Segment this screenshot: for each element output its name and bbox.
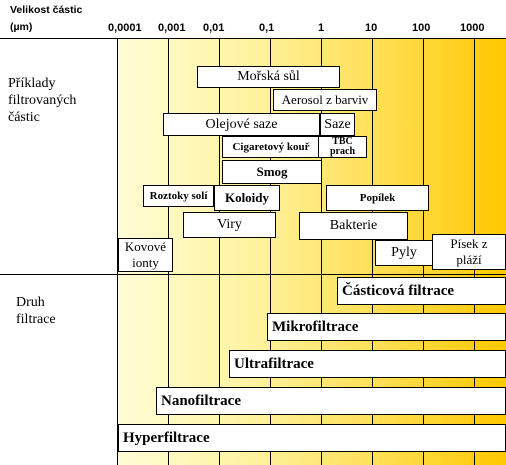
particle-bakterie: Bakterie (299, 212, 408, 240)
filtration-nano: Nanofiltrace (156, 387, 506, 415)
tick-label: 10 (365, 22, 378, 34)
gridline-1 (321, 38, 322, 465)
particle-aerosol: Aerosol z barviv (273, 89, 377, 111)
particle-popilek: Popílek (326, 185, 429, 211)
axis-unit: (µm) (10, 21, 33, 33)
header-separator (0, 38, 506, 39)
particles-section-label: Příklady filtrovaných částic (8, 76, 77, 125)
gridline-10 (372, 38, 373, 465)
gridline-0-1 (270, 38, 271, 465)
particle-pyly: Pyly (375, 240, 433, 266)
particle-saze: Saze (320, 113, 355, 136)
axis-title: Velikost částic (10, 4, 83, 16)
particle-viry: Viry (183, 212, 276, 238)
tick-label: 100 (412, 22, 431, 34)
filtration-casticova: Částicová filtrace (337, 277, 506, 305)
gridline-0-0001 (117, 38, 118, 465)
tick-label: 1 (318, 22, 325, 34)
tick-label: 0,01 (203, 22, 225, 34)
section-separator (0, 274, 506, 275)
filtration-hyper: Hyperfiltrace (118, 424, 506, 452)
tick-label: 0,001 (158, 22, 186, 34)
filtration-mikro: Mikrofiltrace (267, 313, 506, 341)
particle-smog: Smog (222, 160, 322, 184)
particle-kovove-ionty: Kovové ionty (118, 238, 173, 272)
particle-olejove-saze: Olejové saze (163, 113, 320, 136)
particle-morska-sul: Mořská sůl (197, 66, 340, 88)
particle-cigaretovy-kour: Cigaretový kouř (222, 136, 320, 158)
tick-label: 1000 (460, 22, 485, 34)
particle-roztoky-soli: Roztoky solí (143, 185, 214, 207)
particle-koloidy: Koloidy (214, 185, 280, 211)
tick-label: 0,1 (259, 22, 275, 34)
particle-tbc-prach: TBC prach (318, 136, 367, 158)
gridline-0-01 (219, 38, 220, 465)
particle-pisek-z-plazi: Písek z pláží (432, 234, 506, 270)
filtration-section-label: Druh filtrace (16, 295, 56, 327)
filtration-ultra: Ultrafiltrace (229, 350, 506, 378)
tick-label: 0,0001 (108, 22, 142, 34)
